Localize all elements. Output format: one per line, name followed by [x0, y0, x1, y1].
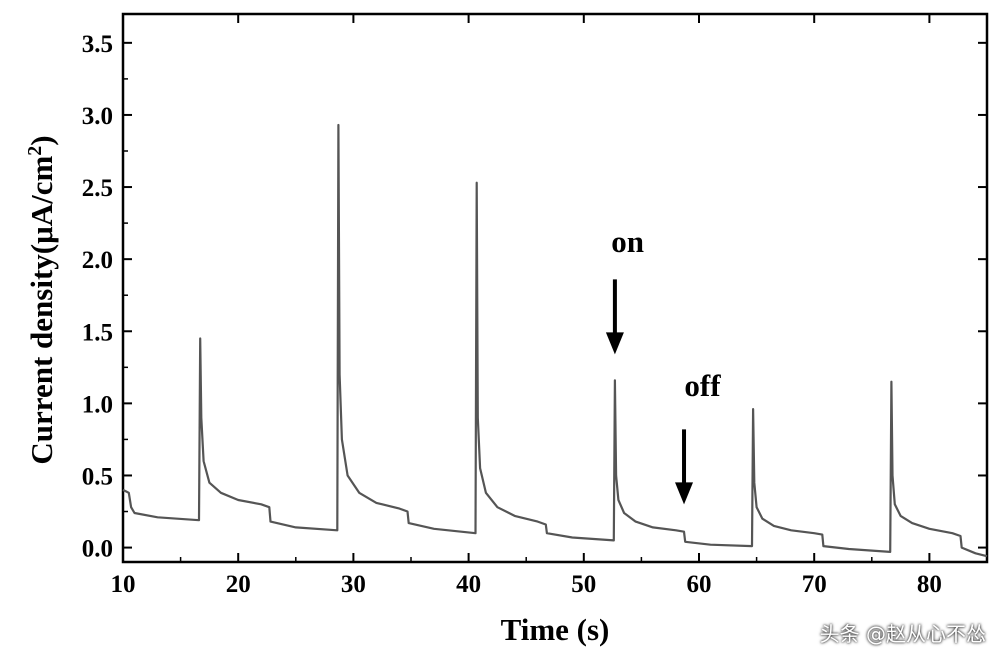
annotation-arrow-head: [605, 332, 624, 355]
y-tick-label: 0.0: [82, 536, 113, 563]
y-axis-title-close: ): [24, 135, 59, 145]
y-tick-label: 1.0: [82, 391, 113, 418]
x-tick-label: 50: [571, 571, 596, 598]
x-tick-label: 40: [456, 571, 481, 598]
y-tick-label: 0.5: [82, 463, 113, 490]
x-axis-ticks: 10 20 30 40 50 60 70 80: [111, 14, 942, 598]
y-axis-title: Current density(μA/cm2): [24, 135, 59, 464]
annotations: on off: [605, 224, 721, 505]
annotation-label: off: [684, 368, 721, 403]
annotation-arrow-head: [675, 482, 694, 505]
y-axis-title-sup: 2: [24, 146, 46, 156]
y-tick-label: 3.5: [82, 31, 113, 58]
y-axis-ticks: 0.0 0.5 1.0 1.5 2.0 2.5 3.0 3.5: [82, 31, 987, 563]
y-tick-label: 1.5: [82, 319, 113, 346]
x-tick-label: 70: [802, 571, 827, 598]
y-tick-label: 2.0: [82, 247, 113, 274]
x-tick-label: 10: [111, 571, 136, 598]
series-line: [122, 123, 988, 558]
x-tick-label: 60: [687, 571, 712, 598]
y-tick-label: 3.0: [82, 103, 113, 130]
y-tick-label: 2.5: [82, 175, 113, 202]
annotation-label: on: [611, 224, 644, 259]
watermark: 头条 @赵从心不怂: [819, 622, 986, 646]
x-tick-label: 30: [341, 571, 366, 598]
x-axis-title: Time (s): [501, 612, 610, 647]
x-tick-label: 80: [917, 571, 942, 598]
plot-frame: [121, 12, 989, 564]
y-axis-title-main: Current density(μA/cm: [24, 156, 59, 465]
x-tick-label: 20: [226, 571, 251, 598]
